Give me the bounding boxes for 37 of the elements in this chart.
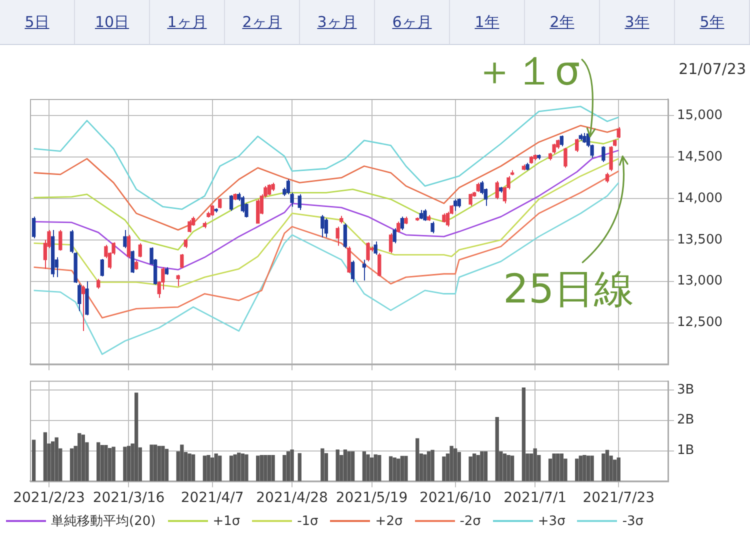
y-tick-label: 14,000: [677, 190, 722, 206]
text: 2ヶ月: [225, 0, 300, 44]
x-tick-label: 2021/6/10: [419, 490, 492, 506]
legend-label: -1σ: [297, 514, 318, 528]
y-tick-label: 12,500: [677, 315, 722, 330]
text: 3年: [600, 0, 675, 44]
y-tick-label: 14,500: [677, 149, 722, 164]
x-tick-label: 2021/4/7: [180, 490, 244, 506]
text: 10日: [75, 0, 150, 44]
legend-label: +1σ: [212, 514, 240, 528]
text: 2年: [525, 0, 600, 44]
text: 5日: [0, 0, 75, 44]
text: 3ヶ月: [300, 0, 375, 44]
y-tick-label: 15,000: [677, 108, 722, 123]
text: 21/07/23: [678, 60, 746, 78]
y-tick-label: 1B: [677, 443, 694, 458]
x-tick-label: 2021/7/1: [504, 490, 567, 506]
legend-label: 単純移動平均(20): [51, 514, 156, 529]
y-tick-label: 13,000: [677, 274, 722, 289]
x-tick-label: 2021/4/28: [256, 490, 328, 506]
legend-label: -2σ: [460, 514, 481, 528]
legend-label: +3σ: [538, 514, 566, 528]
annotation: ＋１σ: [474, 48, 580, 95]
legend-label: +2σ: [375, 514, 403, 528]
x-tick-label: 2021/7/23: [582, 490, 655, 506]
x-tick-label: 2021/2/23: [13, 490, 85, 506]
text: 1年: [450, 0, 525, 44]
annotation: 25日線: [503, 266, 634, 312]
y-tick-label: 2B: [677, 412, 694, 428]
text: 6ヶ月: [375, 0, 450, 44]
y-tick-label: 13,500: [677, 232, 722, 248]
y-tick-label: 3B: [677, 382, 694, 398]
legend-label: -3σ: [622, 514, 644, 528]
text: 5年: [675, 0, 750, 44]
x-tick-label: 2021/5/19: [336, 490, 408, 506]
text: 1ヶ月: [150, 0, 225, 44]
x-tick-label: 2021/3/16: [92, 490, 165, 506]
